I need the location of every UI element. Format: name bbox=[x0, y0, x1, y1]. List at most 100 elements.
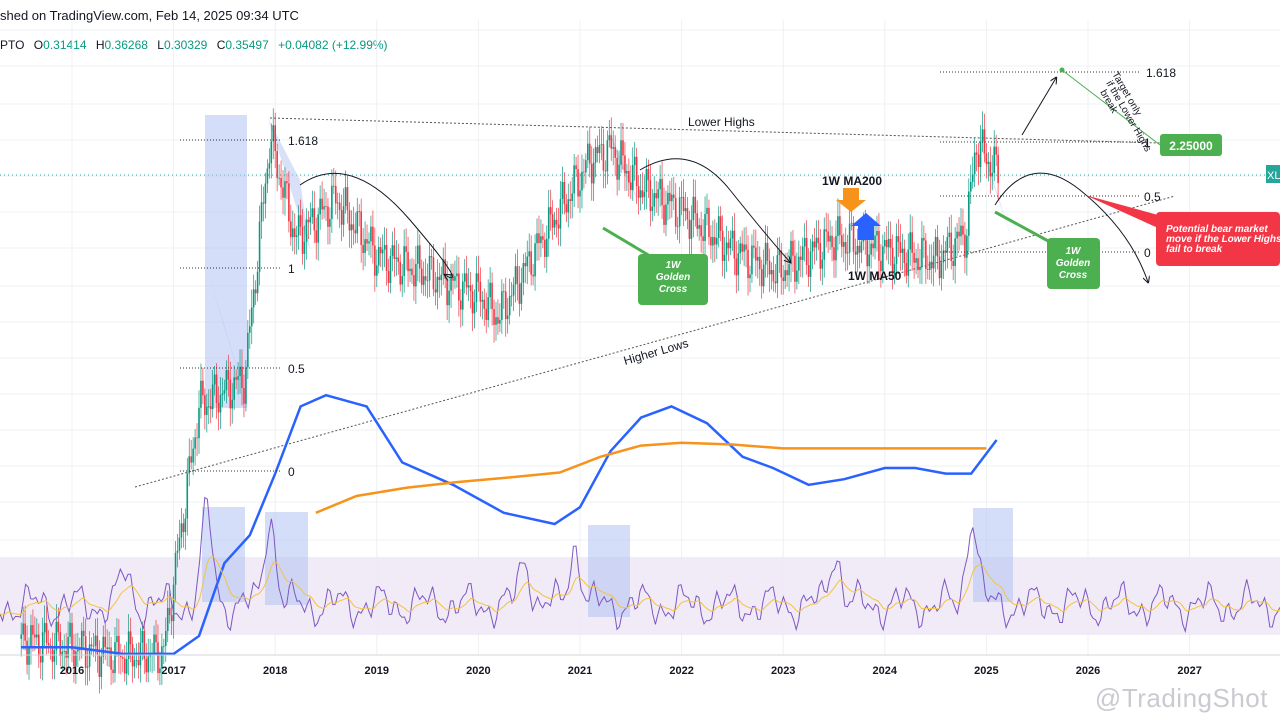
candle-body bbox=[518, 283, 521, 304]
candle-body bbox=[637, 186, 640, 198]
candle-body bbox=[712, 237, 714, 246]
candle-body bbox=[710, 236, 712, 246]
candle-body bbox=[952, 260, 954, 267]
side-tag-box bbox=[1266, 165, 1280, 183]
candle-body bbox=[51, 645, 54, 662]
candle-body bbox=[602, 144, 605, 171]
projection-arrows bbox=[299, 67, 1161, 283]
candle-body bbox=[420, 268, 423, 285]
candle-body bbox=[788, 264, 790, 276]
candle-body bbox=[346, 187, 349, 211]
candle-body bbox=[231, 399, 234, 409]
candle-body bbox=[549, 207, 552, 215]
candle-body bbox=[874, 235, 876, 249]
candle-body bbox=[166, 607, 169, 631]
candle-body bbox=[307, 219, 310, 223]
candle-body bbox=[204, 395, 206, 415]
candle-body bbox=[79, 649, 81, 651]
candle-body bbox=[55, 621, 58, 651]
ma50-arrow bbox=[851, 213, 881, 240]
candle-body bbox=[159, 668, 161, 674]
candle-body bbox=[350, 224, 353, 231]
ma200-label: 1W MA200 bbox=[822, 174, 882, 188]
candle-body bbox=[20, 634, 22, 639]
candle-body bbox=[315, 230, 318, 243]
candle-body bbox=[491, 282, 493, 310]
candle-body bbox=[592, 162, 595, 184]
candle-body bbox=[735, 258, 738, 276]
candle-body bbox=[657, 189, 659, 199]
candle-body bbox=[233, 377, 235, 400]
candle-body bbox=[200, 380, 202, 408]
golden-cross-1-text: 1W bbox=[666, 260, 683, 271]
candle-body bbox=[504, 291, 507, 320]
candle-body bbox=[667, 192, 669, 205]
candle-body bbox=[878, 230, 880, 261]
candle-body bbox=[227, 370, 230, 380]
candle-body bbox=[835, 236, 837, 261]
candle-body bbox=[803, 237, 806, 247]
target-point bbox=[1059, 67, 1065, 73]
candle-body bbox=[321, 198, 323, 210]
candle-body bbox=[59, 632, 62, 656]
candle-body bbox=[508, 295, 511, 316]
candle-body bbox=[155, 634, 157, 643]
candle-body bbox=[940, 262, 943, 279]
price-tag-box bbox=[1160, 134, 1222, 156]
x-tick-label: 2027 bbox=[1177, 665, 1201, 677]
candle-body bbox=[811, 241, 814, 252]
candle-body bbox=[444, 259, 446, 279]
highlight-rect bbox=[205, 115, 247, 408]
candle-body bbox=[284, 181, 286, 198]
candle-body bbox=[833, 247, 835, 261]
candle-body bbox=[747, 249, 749, 279]
candle-body bbox=[739, 243, 742, 254]
candle-body bbox=[520, 282, 523, 304]
candle-body bbox=[653, 193, 656, 207]
candle-body bbox=[397, 257, 400, 262]
candle-body bbox=[643, 192, 646, 198]
x-tick-label: 2023 bbox=[771, 665, 795, 677]
candle-body bbox=[395, 257, 398, 259]
low-value: 0.30329 bbox=[163, 38, 208, 52]
highlight-rect bbox=[588, 525, 630, 617]
candle-body bbox=[987, 161, 990, 164]
candle-body bbox=[362, 244, 364, 253]
x-tick-label: 2017 bbox=[161, 665, 185, 677]
candle-body bbox=[174, 552, 177, 585]
candle-body bbox=[979, 141, 982, 168]
candle-body bbox=[381, 249, 384, 254]
candle-body bbox=[399, 261, 402, 285]
candle-body bbox=[223, 390, 226, 394]
candle-body bbox=[122, 657, 124, 659]
candle-body bbox=[850, 222, 853, 224]
candle-body bbox=[618, 164, 620, 180]
candle-body bbox=[571, 193, 573, 202]
candle-body bbox=[71, 622, 73, 650]
gc1-pointer bbox=[602, 226, 651, 258]
candle-body bbox=[424, 276, 427, 281]
candle-body bbox=[780, 250, 783, 278]
candle-body bbox=[106, 647, 108, 650]
candle-body bbox=[823, 229, 826, 260]
candle-body bbox=[475, 273, 478, 303]
candle-body bbox=[522, 263, 525, 283]
candle-body bbox=[882, 246, 884, 272]
candle-body bbox=[317, 214, 319, 243]
candle-body bbox=[772, 270, 775, 282]
candle-body bbox=[463, 273, 466, 282]
candle-body bbox=[247, 332, 249, 368]
candle-body bbox=[948, 232, 951, 238]
candle-body bbox=[145, 659, 148, 673]
candle-body bbox=[542, 236, 544, 240]
drop-arrow-2021 bbox=[639, 158, 790, 262]
candle-body bbox=[401, 276, 403, 285]
candle-body bbox=[129, 631, 132, 645]
x-tick-label: 2024 bbox=[873, 665, 898, 677]
candle-body bbox=[299, 215, 302, 227]
rsi-ma-line bbox=[0, 556, 1280, 616]
candle-body bbox=[745, 244, 747, 250]
candle-body bbox=[975, 152, 978, 155]
candle-body bbox=[672, 194, 675, 198]
